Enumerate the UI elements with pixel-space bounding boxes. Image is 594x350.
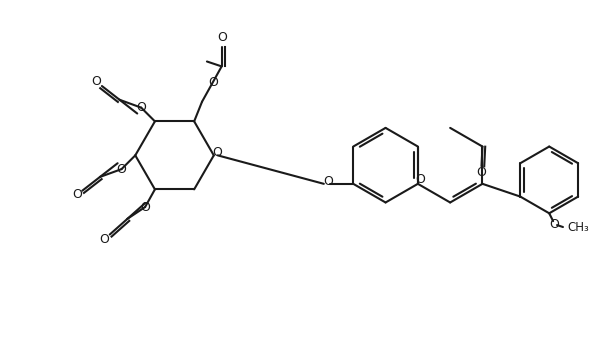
Text: O: O bbox=[72, 188, 82, 201]
Text: O: O bbox=[136, 101, 146, 114]
Text: O: O bbox=[549, 218, 559, 231]
Text: O: O bbox=[100, 233, 109, 246]
Text: O: O bbox=[91, 75, 102, 89]
Text: CH₃: CH₃ bbox=[567, 220, 589, 233]
Text: O: O bbox=[217, 32, 228, 44]
Text: O: O bbox=[323, 175, 333, 188]
Text: O: O bbox=[116, 163, 127, 176]
Text: O: O bbox=[415, 173, 425, 187]
Text: O: O bbox=[476, 166, 486, 178]
Text: O: O bbox=[208, 76, 218, 89]
Text: O: O bbox=[140, 201, 150, 214]
Text: O: O bbox=[212, 146, 222, 159]
